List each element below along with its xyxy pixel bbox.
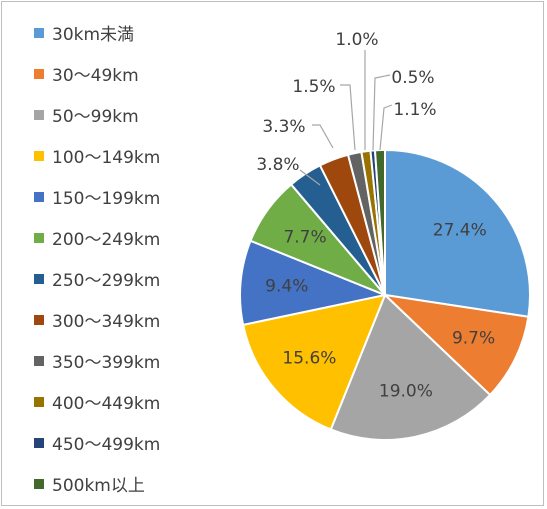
legend-swatch <box>34 478 44 489</box>
legend-item: 350～399km <box>34 340 160 381</box>
legend-swatch <box>34 150 44 161</box>
leader-line <box>340 84 356 151</box>
slice-value-label: 27.4% <box>433 221 487 241</box>
legend-label: 350～399km <box>52 353 161 373</box>
legend-swatch <box>34 191 44 202</box>
legend-item: 30～49km <box>34 53 160 94</box>
legend-item: 150～199km <box>34 176 160 217</box>
slice-value-label: 3.3% <box>262 117 305 137</box>
legend-label: 30km未満 <box>52 25 135 45</box>
pie-slice <box>382 293 530 397</box>
leader-line <box>299 169 321 186</box>
legend-label: 300～349km <box>52 312 161 332</box>
slice-value-label: 15.6% <box>282 348 336 368</box>
pie-slice <box>384 148 531 318</box>
slice-value-label: 9.7% <box>452 328 495 348</box>
legend-swatch <box>34 437 44 448</box>
legend-item: 450～499km <box>34 422 160 463</box>
legend-swatch <box>34 355 44 366</box>
legend-swatch <box>34 396 44 407</box>
legend-item: 250～299km <box>34 258 160 299</box>
legend-item: 200～249km <box>34 217 160 258</box>
pie-slice <box>373 148 386 296</box>
legend-swatch <box>34 273 44 284</box>
slice-value-label: 19.0% <box>379 381 433 401</box>
legend-label: 30～49km <box>52 66 139 86</box>
pie-slice <box>241 293 387 431</box>
legend-item: 50～99km <box>34 94 160 135</box>
legend-item: 100～149km <box>34 135 160 176</box>
legend-swatch <box>34 27 44 38</box>
legend-swatch <box>34 68 44 79</box>
legend-label: 150～199km <box>52 189 161 209</box>
legend: 30km未満 30～49km 50～99km 100～149km 150～199km 20… <box>34 12 160 504</box>
slice-value-label: 3.8% <box>256 155 299 175</box>
slice-value-label: 1.1% <box>393 100 436 120</box>
legend-swatch <box>34 109 44 120</box>
legend-label: 50～99km <box>52 107 139 127</box>
legend-swatch <box>34 314 44 325</box>
legend-label: 100～149km <box>52 148 161 168</box>
legend-item: 300～349km <box>34 299 160 340</box>
legend-swatch <box>34 232 44 243</box>
legend-label: 450～499km <box>52 435 161 455</box>
legend-label: 400～449km <box>52 394 161 414</box>
slice-value-label: 9.4% <box>265 276 308 296</box>
legend-item: 400～449km <box>34 381 160 422</box>
legend-item: 30km未満 <box>34 12 160 53</box>
legend-item: 500km以上 <box>34 463 160 504</box>
slice-value-label: 1.5% <box>292 77 335 97</box>
slice-value-label: 0.5% <box>391 68 434 88</box>
legend-label: 250～299km <box>52 271 161 291</box>
slice-value-label: 1.0% <box>335 30 378 50</box>
pie-slice <box>239 239 389 327</box>
leader-line <box>379 104 393 151</box>
leader-line <box>312 124 334 149</box>
legend-label: 200～249km <box>52 230 161 250</box>
leader-line <box>372 74 391 151</box>
slice-value-label: 7.7% <box>283 227 326 247</box>
legend-label: 500km以上 <box>52 476 145 496</box>
